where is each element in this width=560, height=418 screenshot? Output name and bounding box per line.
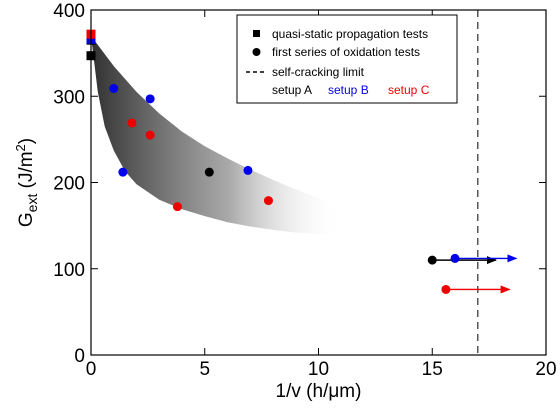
x-tick-label: 5 — [199, 359, 210, 380]
legend-setup-c: setup C — [388, 83, 430, 97]
data-point-circle — [145, 94, 155, 104]
legend-square-marker — [253, 30, 260, 37]
data-point-circle — [263, 196, 273, 206]
legend-box — [236, 14, 458, 104]
y-axis-label: Gext (J/m2) — [13, 138, 40, 227]
x-axis-label: 1/v (h/μm) — [276, 381, 362, 402]
data-point-circle — [204, 167, 214, 177]
legend-circle-marker — [252, 48, 261, 56]
legend-setup-a: setup A — [272, 83, 312, 97]
x-tick-label: 20 — [535, 359, 556, 380]
y-tick-label: 0 — [74, 346, 85, 367]
x-tick-label: 15 — [422, 359, 443, 380]
x-tick-label: 10 — [308, 359, 329, 380]
data-point-circle — [450, 253, 460, 263]
legend-oxidation: first series of oxidation tests — [272, 45, 420, 59]
x-tick-label: 0 — [86, 359, 97, 380]
legend-quasi-static: quasi-static propagation tests — [272, 27, 428, 41]
data-point-circle — [118, 167, 128, 177]
data-point-circle — [145, 130, 155, 140]
y-tick-label: 100 — [53, 260, 85, 281]
axis-ticks — [90, 9, 547, 356]
data-point-circle — [127, 118, 137, 128]
data-point-circle — [172, 202, 182, 212]
data-point-circle — [243, 165, 253, 175]
data-point-circle — [427, 255, 437, 265]
arrows-layer — [432, 254, 518, 294]
y-tick-label: 300 — [53, 87, 85, 108]
y-tick-label: 200 — [53, 174, 85, 195]
legend: quasi-static propagation tests first ser… — [236, 14, 458, 104]
shaded-confidence-band — [91, 35, 342, 236]
data-point-circle — [109, 83, 119, 93]
data-point-circle — [441, 284, 451, 294]
legend-setup-b: setup B — [328, 83, 369, 97]
y-tick-label: 400 — [53, 1, 85, 22]
legend-self-cracking: self-cracking limit — [272, 65, 365, 79]
